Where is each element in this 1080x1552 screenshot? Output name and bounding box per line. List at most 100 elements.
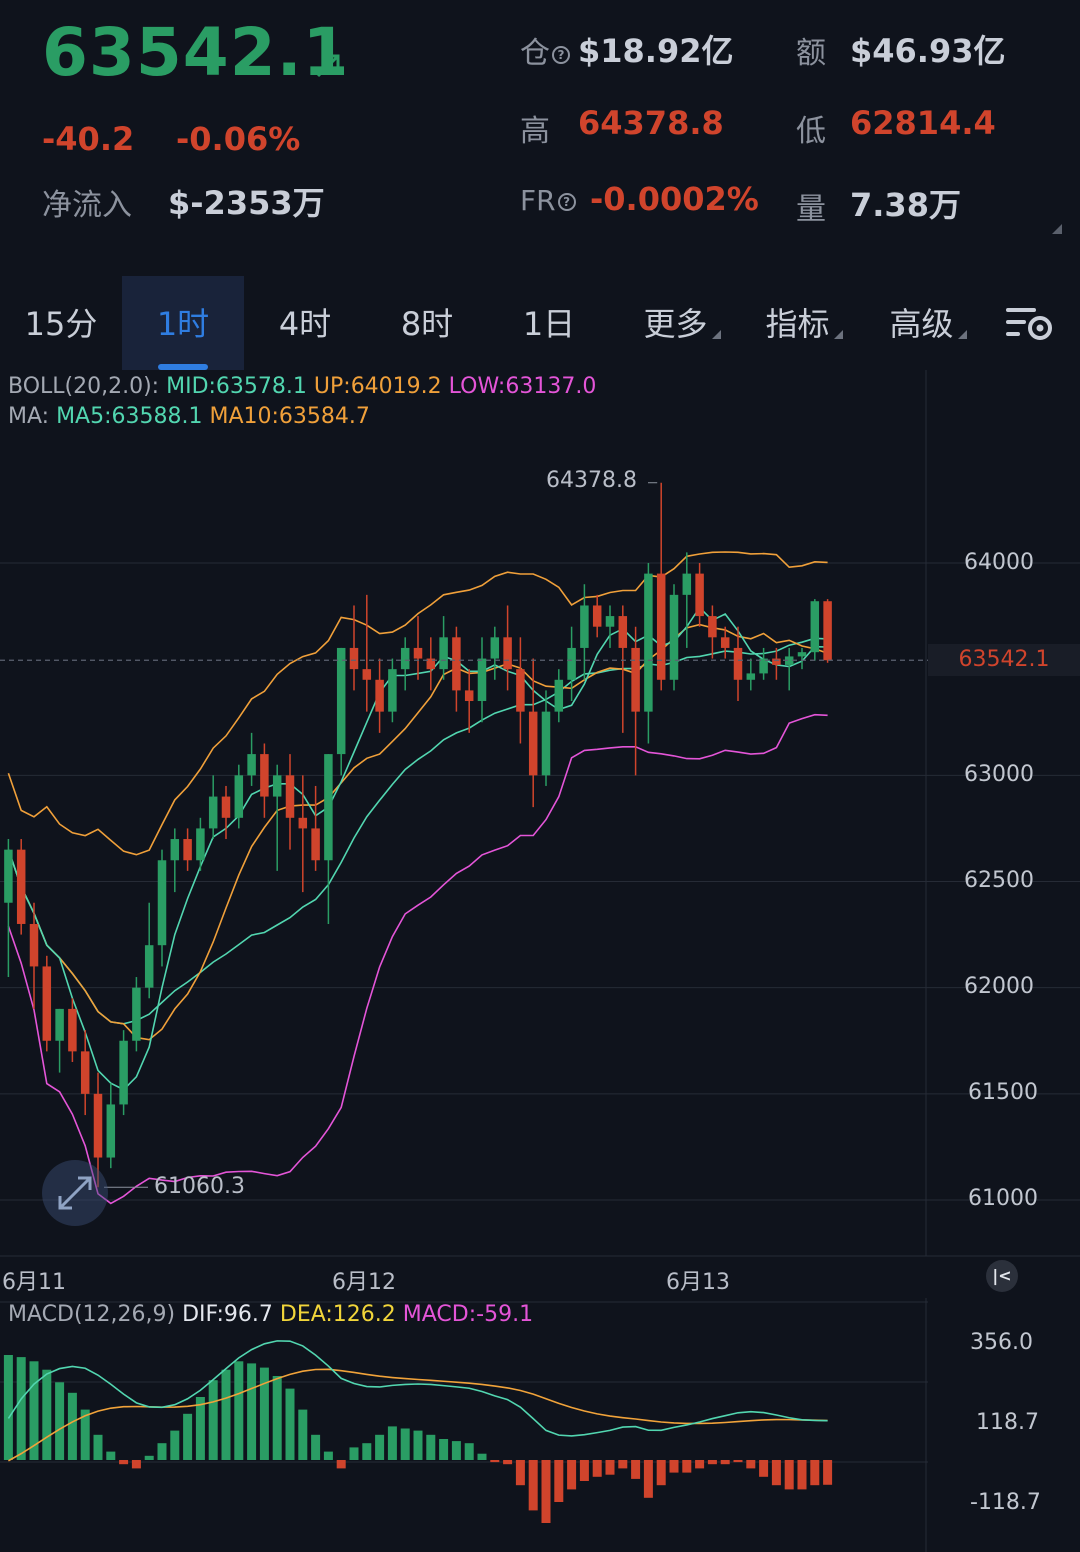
netflow-label: 净流入	[42, 188, 132, 223]
candlestick-chart[interactable]	[0, 370, 1080, 1298]
macd-histogram-bar	[413, 1430, 423, 1460]
macd-histogram-bar	[336, 1460, 346, 1469]
macd-axis-tick: -118.7	[970, 1490, 1041, 1515]
tab-label: 1时	[156, 305, 210, 343]
tab-label: 4时	[278, 305, 332, 343]
candle-body	[234, 775, 244, 818]
macd-histogram-bar	[247, 1363, 257, 1460]
candle-body	[477, 658, 487, 702]
candle-body	[183, 839, 192, 861]
tab-indicators[interactable]: 指标	[748, 276, 860, 370]
macd-histogram-bar	[106, 1451, 116, 1460]
high-annotation: 64378.8	[546, 468, 637, 493]
macd-histogram-bar	[80, 1409, 90, 1460]
ticker-header: 63542.1 -40.2 -0.06% 净流入 $-2353万 仓? $18.…	[0, 0, 1080, 250]
candle-body	[669, 594, 679, 680]
macd-histogram-bar	[579, 1460, 589, 1481]
candle-body	[490, 637, 500, 659]
expand-corner-icon[interactable]	[1052, 224, 1062, 234]
tab-4h[interactable]: 4时	[244, 276, 366, 370]
macd-chart[interactable]	[0, 1298, 1080, 1552]
macd-histogram-bar	[439, 1439, 449, 1460]
scroll-to-latest-button[interactable]: |<	[986, 1260, 1018, 1292]
ma10-value: MA10:63584.7	[209, 404, 370, 429]
macd-histogram-bar	[119, 1460, 129, 1465]
candle-body	[413, 647, 423, 659]
candle-body	[644, 573, 653, 712]
macd-histogram-bar	[771, 1460, 781, 1486]
macd-histogram-bar	[3, 1355, 13, 1460]
price-axis-tick: 63000	[964, 762, 1034, 787]
tab-label: 8时	[400, 305, 454, 343]
candle-body	[375, 679, 384, 712]
macd-histogram-bar	[784, 1460, 794, 1490]
tab-label: 高级	[889, 305, 954, 343]
candle-body	[592, 605, 602, 627]
tab-1h[interactable]: 1时	[122, 276, 244, 370]
price-axis-tick: 62500	[964, 868, 1034, 893]
volume-value: 7.38万	[850, 186, 961, 224]
candle-body	[324, 754, 333, 861]
candle-body	[106, 1104, 116, 1158]
macd-histogram-bar	[733, 1460, 743, 1463]
candle-body	[528, 711, 538, 776]
boll-low-line	[7, 713, 828, 1205]
candle-body	[388, 669, 397, 712]
tab-label: 更多	[643, 305, 708, 343]
candle-body	[797, 652, 807, 657]
macd-histogram-bar	[29, 1361, 39, 1460]
tab-15m[interactable]: 15分	[0, 276, 122, 370]
funding-rate-label[interactable]: FR?	[520, 184, 578, 217]
macd-histogram-bar	[349, 1447, 359, 1460]
tab-1d[interactable]: 1日	[488, 276, 610, 370]
macd-histogram-bar	[618, 1460, 628, 1469]
macd-histogram-bar	[298, 1409, 308, 1460]
macd-histogram-bar	[67, 1392, 77, 1460]
candle-body	[567, 647, 576, 680]
candle-body	[221, 796, 231, 818]
macd-name: MACD(12,26,9)	[8, 1302, 176, 1327]
candle-body	[362, 669, 372, 680]
dropdown-corner-icon	[957, 330, 967, 339]
candle-body	[426, 658, 436, 670]
tab-label: 1日	[522, 305, 576, 343]
macd-histogram-bar	[387, 1426, 397, 1460]
macd-histogram-bar	[16, 1357, 26, 1460]
expand-arrows-icon	[58, 1176, 92, 1210]
macd-dif: DIF:96.7	[182, 1302, 273, 1327]
help-icon[interactable]: ?	[557, 193, 576, 211]
macd-histogram-bar	[682, 1460, 692, 1473]
macd-histogram-bar	[810, 1460, 820, 1486]
active-tab-indicator	[158, 364, 208, 370]
macd-histogram-bar	[144, 1455, 154, 1460]
timeframe-tabs: 15分 1时 4时 8时 1日 更多 指标 高级	[0, 276, 1080, 370]
candle-body	[247, 754, 256, 776]
candle-body	[170, 839, 180, 861]
chart-settings-icon[interactable]	[1004, 304, 1054, 344]
macd-histogram-bar	[567, 1460, 577, 1490]
macd-histogram-bar	[823, 1460, 833, 1485]
macd-histogram-bar	[528, 1460, 538, 1511]
open-interest-value: $18.92亿	[578, 32, 734, 70]
candle-body	[682, 573, 692, 595]
price-axis-tick: 61000	[968, 1186, 1038, 1211]
volume-label: 量	[796, 192, 826, 227]
turnover-label: 额	[796, 36, 826, 71]
candle-body	[503, 637, 512, 670]
tab-8h[interactable]: 8时	[366, 276, 488, 370]
help-icon[interactable]: ?	[552, 46, 570, 64]
candle-body	[80, 1051, 90, 1094]
macd-histogram-bar	[720, 1460, 730, 1465]
price-change-percent: -0.06%	[176, 120, 301, 158]
tab-more[interactable]: 更多	[626, 276, 738, 370]
candle-body	[196, 828, 205, 861]
dropdown-corner-icon	[833, 330, 843, 339]
macd-histogram-bar	[605, 1460, 615, 1475]
date-axis-label: 6月11	[2, 1270, 66, 1295]
macd-histogram-bar	[515, 1460, 525, 1486]
open-interest-label[interactable]: 仓?	[520, 28, 572, 72]
low-label: 低	[796, 114, 826, 149]
fullscreen-button[interactable]	[42, 1160, 108, 1226]
tab-advanced[interactable]: 高级	[872, 276, 984, 370]
macd-histogram-bar	[272, 1376, 282, 1460]
